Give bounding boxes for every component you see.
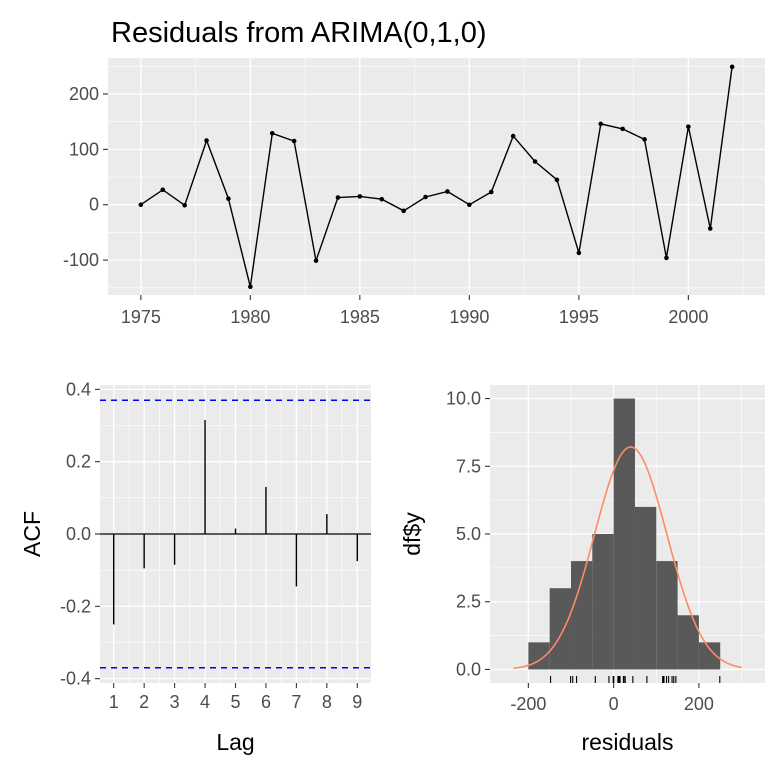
- y-axis-title: df$y: [399, 512, 425, 556]
- residual-point: [598, 121, 604, 127]
- residual-point: [226, 196, 231, 201]
- residual-point: [664, 255, 669, 261]
- histogram-bar: [549, 588, 572, 670]
- histogram-bar: [571, 561, 593, 670]
- residual-point: [686, 124, 691, 129]
- residual-series-line: [140, 66, 733, 287]
- residual-point: [729, 64, 735, 70]
- histogram-bar: [613, 398, 635, 670]
- x-axis-title: Lag: [216, 729, 254, 755]
- residual-point: [160, 187, 166, 193]
- residual-point: [510, 133, 516, 139]
- x-tick-label: 1985: [340, 307, 380, 327]
- x-tick-label: 4: [200, 692, 210, 712]
- residual-point: [182, 202, 187, 208]
- y-tick-label: -0.2: [60, 596, 91, 616]
- y-tick-label: -0.4: [60, 669, 91, 689]
- x-tick-label: 7: [291, 692, 301, 712]
- residual-point: [467, 202, 472, 208]
- residual-point: [269, 131, 275, 136]
- x-tick-label: 1990: [449, 307, 489, 327]
- x-tick-label: 1975: [121, 307, 161, 327]
- residual-point: [379, 196, 385, 202]
- x-tick-label: 9: [352, 692, 362, 712]
- y-tick-label: 10.0: [446, 389, 481, 409]
- x-tick-label: 8: [322, 692, 332, 712]
- residual-point: [357, 194, 363, 199]
- normal-density-curve: [513, 446, 742, 670]
- residual-point: [291, 138, 297, 144]
- residual-point: [204, 138, 209, 143]
- residual-point: [532, 159, 538, 164]
- y-axis-title: ACF: [19, 511, 45, 557]
- y-tick-label: 5.0: [456, 524, 481, 544]
- x-axis-title: residuals: [581, 729, 673, 755]
- histogram-bar: [698, 642, 721, 670]
- histogram-bar: [592, 534, 614, 670]
- y-tick-label: 0: [89, 195, 99, 215]
- panel-background: [108, 58, 765, 295]
- x-tick-label: 2000: [668, 307, 708, 327]
- residual-point: [445, 189, 450, 194]
- histogram-bar: [677, 615, 699, 670]
- residuals-histogram-plot: -200 0 200 0.0 2.5 5.0 7.5 10.0 residuals df$y: [399, 385, 765, 755]
- residual-point: [313, 258, 319, 263]
- y-tick-label: 0.2: [66, 452, 91, 472]
- x-tick-label: 6: [261, 692, 271, 712]
- y-tick-label: 100: [69, 139, 99, 159]
- histogram-bar: [634, 506, 657, 670]
- histogram-bar: [656, 561, 678, 670]
- y-tick-label: 2.5: [456, 592, 481, 612]
- residuals-time-series-plot: 1975 1980 1985 1990 1995 2000 -100 0 100 200 Resid…: [63, 17, 765, 327]
- plot-title: Residuals from ARIMA(0,1,0): [111, 17, 487, 49]
- y-tick-label: 0.0: [456, 659, 481, 679]
- residual-point: [138, 202, 144, 208]
- residual-point: [401, 208, 406, 214]
- histogram-bar: [528, 642, 550, 670]
- x-tick-label: 3: [170, 692, 180, 712]
- x-tick-label: 2: [139, 692, 149, 712]
- x-tick-label: 5: [230, 692, 240, 712]
- residual-point: [554, 177, 560, 183]
- x-tick-label: 1995: [559, 307, 599, 327]
- x-tick-label: 1980: [230, 307, 270, 327]
- y-tick-label: 200: [69, 84, 99, 104]
- y-tick-label: -100: [63, 250, 99, 270]
- y-tick-label: 0.0: [66, 524, 91, 544]
- acf-plot: 1 2 3 4 5 6 7 8 9 -0.4 -0.2 0.0 0.2 0.4 Lag ACF: [19, 379, 371, 755]
- residual-point: [248, 284, 253, 289]
- x-tick-label: 200: [684, 694, 714, 714]
- residual-point: [423, 194, 428, 200]
- residual-point: [707, 226, 713, 231]
- x-tick-label: -200: [510, 694, 546, 714]
- residual-point: [642, 137, 647, 142]
- y-tick-label: 7.5: [456, 456, 481, 476]
- x-tick-label: 1: [109, 692, 119, 712]
- y-tick-label: 0.4: [66, 379, 91, 399]
- residual-point: [620, 126, 625, 132]
- residual-point: [576, 250, 582, 256]
- residual-point: [335, 195, 341, 200]
- x-tick-label: 0: [609, 694, 619, 714]
- residual-point: [488, 189, 494, 195]
